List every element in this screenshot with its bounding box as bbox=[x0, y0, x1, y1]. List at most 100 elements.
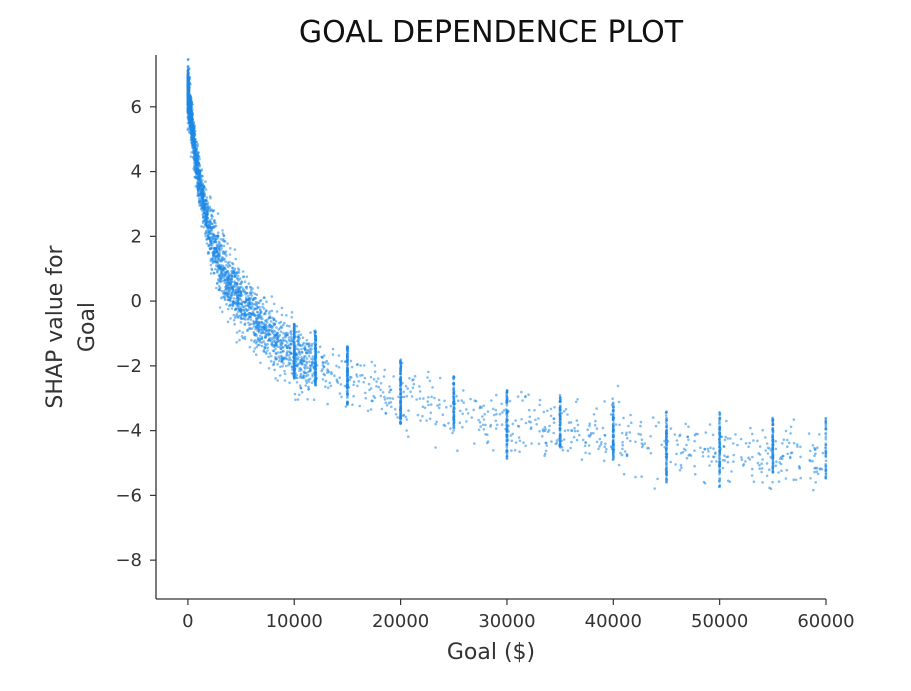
scatter-point bbox=[227, 277, 231, 280]
scatter-point bbox=[452, 376, 455, 379]
scatter-point bbox=[283, 369, 286, 373]
scatter-point bbox=[807, 432, 811, 435]
scatter-point bbox=[249, 322, 253, 326]
scatter-point bbox=[240, 285, 243, 289]
scatter-point bbox=[202, 225, 205, 229]
scatter-point bbox=[295, 373, 298, 377]
scatter-point bbox=[193, 149, 196, 152]
scatter-point bbox=[231, 293, 234, 296]
scatter-point bbox=[370, 399, 374, 403]
scatter-point bbox=[472, 408, 476, 412]
scatter-point bbox=[665, 467, 668, 470]
scatter-point bbox=[494, 427, 498, 430]
scatter-point bbox=[269, 354, 273, 358]
y-tick-label: 4 bbox=[131, 162, 142, 183]
scatter-point bbox=[293, 392, 297, 396]
scatter-point bbox=[824, 442, 827, 445]
scatter-point bbox=[192, 139, 196, 143]
scatter-point bbox=[251, 310, 255, 314]
scatter-point bbox=[321, 363, 325, 367]
scatter-point bbox=[623, 450, 627, 453]
scatter-point bbox=[760, 462, 763, 466]
scatter-point bbox=[266, 346, 270, 350]
scatter-point bbox=[587, 444, 591, 447]
scatter-point bbox=[302, 355, 306, 359]
scatter-point bbox=[824, 427, 828, 430]
scatter-point bbox=[295, 381, 299, 384]
scatter-point bbox=[665, 411, 668, 414]
scatter-point bbox=[210, 244, 214, 247]
scatter-point bbox=[301, 351, 304, 354]
scatter-point bbox=[629, 439, 632, 443]
scatter-point bbox=[265, 329, 268, 333]
scatter-point bbox=[269, 333, 272, 336]
scatter-point bbox=[492, 449, 495, 452]
scatter-point bbox=[505, 457, 509, 460]
scatter-point bbox=[231, 262, 235, 266]
scatter-point bbox=[249, 293, 252, 296]
scatter-point bbox=[227, 291, 230, 294]
scatter-point bbox=[713, 452, 717, 455]
scatter-point bbox=[230, 274, 233, 277]
scatter-point bbox=[379, 394, 383, 398]
scatter-point bbox=[431, 386, 434, 389]
scatter-point bbox=[612, 448, 615, 452]
scatter-point bbox=[771, 466, 774, 470]
scatter-point bbox=[281, 336, 285, 340]
scatter-point bbox=[214, 240, 218, 244]
scatter-point bbox=[260, 344, 264, 348]
scatter-point bbox=[265, 352, 268, 355]
scatter-point bbox=[345, 370, 349, 373]
scatter-point bbox=[634, 440, 637, 444]
scatter-point bbox=[558, 416, 562, 419]
scatter-point bbox=[283, 372, 287, 376]
scatter-point bbox=[546, 430, 550, 434]
scatter-point bbox=[303, 359, 306, 363]
scatter-point bbox=[639, 424, 642, 428]
scatter-point bbox=[190, 137, 194, 140]
scatter-point bbox=[665, 481, 668, 484]
scatter-point bbox=[452, 400, 456, 404]
scatter-point bbox=[330, 372, 333, 376]
scatter-point bbox=[758, 445, 762, 448]
scatter-point bbox=[505, 390, 509, 394]
scatter-point bbox=[292, 333, 296, 336]
scatter-point bbox=[188, 106, 192, 109]
scatter-point bbox=[490, 399, 493, 402]
scatter-point bbox=[307, 385, 310, 389]
scatter-point bbox=[669, 427, 673, 430]
scatter-point bbox=[321, 361, 325, 364]
scatter-point bbox=[620, 453, 624, 457]
scatter-point bbox=[266, 349, 269, 352]
scatter-point bbox=[381, 391, 385, 394]
scatter-point bbox=[524, 444, 527, 448]
scatter-point bbox=[274, 347, 277, 351]
scatter-point bbox=[294, 398, 297, 402]
scatter-point bbox=[399, 372, 402, 376]
scatter-point bbox=[505, 413, 509, 417]
scatter-point bbox=[247, 297, 250, 301]
scatter-point bbox=[813, 448, 817, 451]
scatter-point bbox=[796, 443, 799, 446]
scatter-point bbox=[266, 325, 269, 328]
scatter-point bbox=[349, 359, 353, 363]
scatter-point bbox=[558, 405, 562, 409]
scatter-point bbox=[244, 296, 248, 299]
scatter-point bbox=[198, 199, 201, 203]
scatter-point bbox=[283, 379, 287, 382]
scatter-point bbox=[250, 338, 253, 342]
scatter-point bbox=[598, 445, 601, 448]
scatter-point bbox=[280, 358, 284, 362]
scatter-point bbox=[558, 440, 562, 444]
scatter-point bbox=[622, 416, 625, 420]
scatter-point bbox=[370, 360, 374, 364]
scatter-point bbox=[345, 373, 349, 377]
scatter-point bbox=[649, 451, 653, 455]
scatter-point bbox=[425, 419, 428, 422]
scatter-point bbox=[215, 282, 219, 285]
scatter-point bbox=[261, 305, 264, 309]
scatter-point bbox=[229, 247, 232, 250]
scatter-point bbox=[290, 372, 294, 375]
scatter-point bbox=[681, 450, 685, 454]
